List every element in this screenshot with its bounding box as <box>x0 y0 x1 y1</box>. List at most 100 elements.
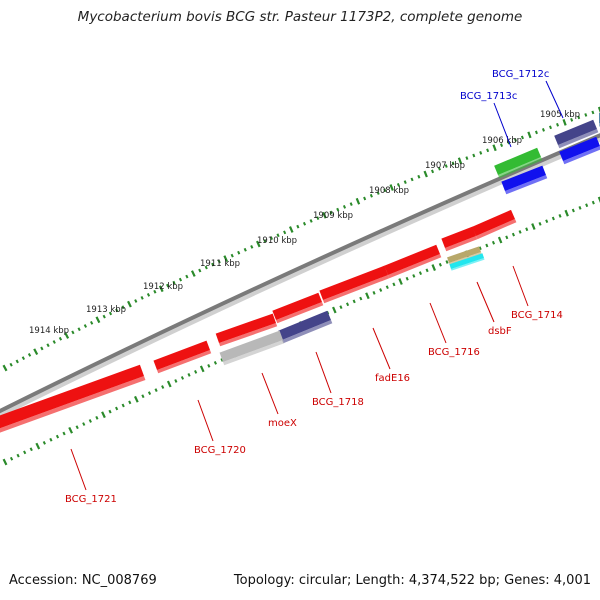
gene-label-BCG_1718[interactable]: BCG_1718 <box>312 397 364 408</box>
outer-tick <box>198 268 202 273</box>
outer-tick <box>486 148 490 153</box>
gene-features <box>0 113 600 434</box>
gene-leader-line <box>493 102 512 148</box>
outer-tick <box>396 182 400 187</box>
tick-label: 1914 kbp <box>29 326 69 336</box>
outer-tick <box>562 118 567 126</box>
outer-tick <box>243 247 247 252</box>
outer-tick <box>33 348 39 356</box>
outer-tick <box>376 191 380 195</box>
gene-label-BCG_1721[interactable]: BCG_1721 <box>65 494 117 505</box>
gene-leader-line <box>512 265 529 307</box>
genome-backbone-shadow <box>0 136 600 418</box>
inner-tick <box>379 288 383 292</box>
gene-BCG_1716-box[interactable] <box>384 244 442 279</box>
inner-tick <box>166 380 172 388</box>
outer-tick <box>95 316 101 324</box>
gene-label-BCG_1716[interactable]: BCG_1716 <box>428 347 480 358</box>
inner-tick <box>134 395 139 403</box>
outer-tick <box>410 177 414 182</box>
outer-tick <box>71 330 75 335</box>
inner-tick <box>95 415 99 420</box>
outer-tick <box>190 270 196 277</box>
gene-label-dsbF[interactable]: dsbF <box>488 326 512 337</box>
gene-label-BCG_1714[interactable]: BCG_1714 <box>511 310 563 321</box>
gene-label-moeX[interactable]: moeX <box>268 418 297 429</box>
gene-BCG_1721-box[interactable] <box>0 364 146 434</box>
outer-tick <box>527 131 532 139</box>
tick-label: 1910 kbp <box>257 236 297 246</box>
outer-tick <box>121 305 125 310</box>
inner-tick <box>121 403 125 408</box>
gene-BCG_1712c-box[interactable] <box>554 119 599 149</box>
inner-tick <box>485 243 489 248</box>
outer-tick <box>2 364 8 372</box>
inner-tick <box>174 379 178 383</box>
outer-tick <box>534 130 538 135</box>
inner-tick <box>147 391 152 396</box>
gene-label-BCG_1713c[interactable]: BCG_1713c <box>460 91 517 102</box>
inner-tick <box>564 209 569 217</box>
outer-tick-ring <box>2 106 600 372</box>
inner-tick <box>545 219 549 224</box>
inner-tick <box>418 271 422 276</box>
outer-tick <box>223 255 229 263</box>
outer-tick <box>134 299 138 303</box>
inner-tick <box>199 365 205 373</box>
gene-red-box-c[interactable] <box>215 313 278 347</box>
inner-tick <box>332 306 337 314</box>
gene-BCG_1720-box[interactable] <box>153 340 212 374</box>
outer-tick <box>316 216 320 220</box>
gene-red-box-a[interactable] <box>441 226 478 252</box>
outer-tick <box>342 205 347 209</box>
gene-BCG_1718-box[interactable] <box>278 310 333 344</box>
outer-tick <box>329 210 333 215</box>
outer-tick <box>250 245 254 249</box>
inner-tick <box>558 213 562 218</box>
inner-tick <box>505 235 509 240</box>
inner-tick <box>29 447 33 452</box>
inner-tick <box>35 442 41 450</box>
outer-tick <box>403 180 407 184</box>
outer-tick <box>146 292 151 297</box>
genome-backbone <box>0 133 600 414</box>
outer-tick <box>127 300 132 308</box>
gene-leader-line <box>261 372 279 415</box>
gene-moeX-box[interactable] <box>219 330 285 366</box>
gene-BCG_1713c-box[interactable] <box>494 147 543 179</box>
inner-tick <box>194 370 198 374</box>
outer-tick <box>211 262 215 267</box>
gene-label-BCG_1712c[interactable]: BCG_1712c <box>492 69 549 80</box>
inner-tick <box>585 203 589 208</box>
inner-tick <box>478 246 482 251</box>
gene-label-fadE16[interactable]: fadE16 <box>375 373 410 384</box>
outer-tick <box>336 207 340 212</box>
gene-red-box-b[interactable] <box>272 292 324 324</box>
gene-cyan-box[interactable] <box>449 253 485 271</box>
genome-summary: Topology: circular; Length: 4,374,522 bp… <box>233 573 591 588</box>
inner-tick <box>23 450 27 455</box>
inner-tick <box>154 388 158 392</box>
outer-tick <box>64 332 70 339</box>
outer-tick <box>479 151 483 155</box>
inner-tick <box>591 200 595 205</box>
gene-BCG_1714-box[interactable] <box>472 209 517 240</box>
outer-tick <box>541 128 545 132</box>
outer-tick <box>153 289 157 294</box>
outer-tick <box>83 324 87 328</box>
inner-tick <box>497 236 503 244</box>
gene-leader-line <box>429 302 447 344</box>
gene-label-BCG_1720[interactable]: BCG_1720 <box>194 445 246 456</box>
outer-tick <box>444 164 448 168</box>
outer-tick <box>237 250 241 255</box>
gene-fadE16-box[interactable] <box>319 265 390 304</box>
gene-blue-box-1[interactable] <box>559 136 600 165</box>
map-title: Mycobacterium bovis BCG str. Pasteur 117… <box>77 9 523 25</box>
inner-tick <box>372 291 376 295</box>
outer-tick <box>15 359 19 364</box>
inner-tick <box>438 262 442 267</box>
gene-blue-box-2[interactable] <box>501 165 548 195</box>
outer-tick <box>500 143 504 147</box>
inner-tick <box>16 453 20 458</box>
